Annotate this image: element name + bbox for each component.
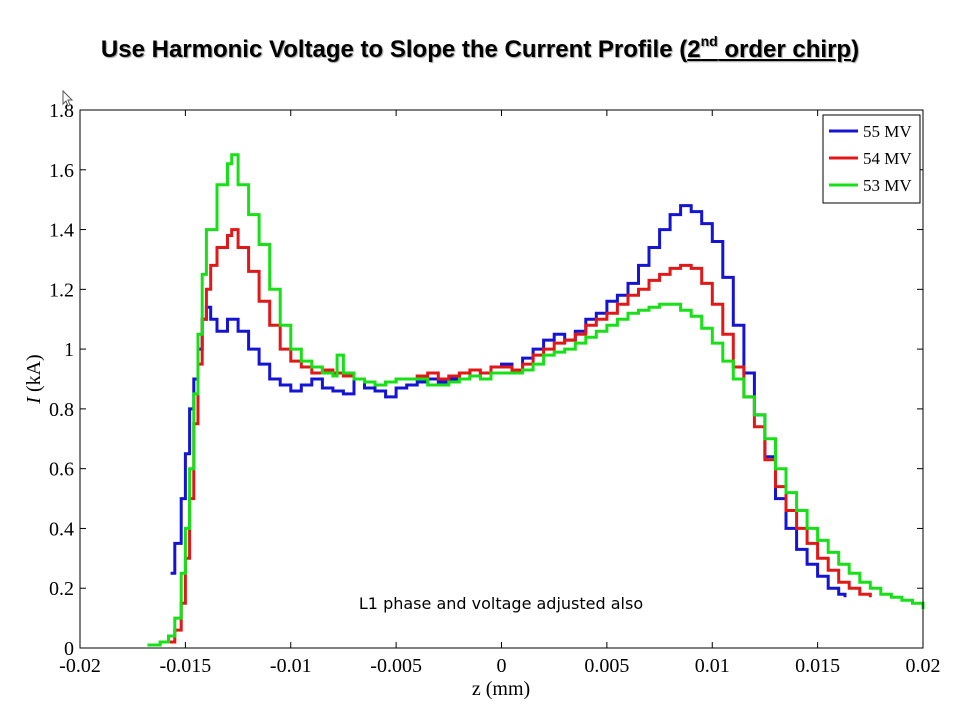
y-axis-label-symbol: I: [23, 396, 45, 405]
y-tick-label: 0: [64, 638, 74, 660]
ticks-layer: -0.02 -0.015 -0.01 -0.005 0 0.005 0.01 0.015 0.0…: [49, 100, 941, 677]
title-main: Use Harmonic Voltage to Slope the Curren…: [100, 36, 688, 63]
y-tick-label: 1.2: [49, 279, 74, 301]
y-tick-label: 0.2: [49, 578, 74, 600]
x-tick-label: 0.005: [584, 655, 629, 677]
legend-label-3: 53 MV: [863, 176, 912, 195]
title-superscript: nd: [700, 33, 718, 49]
series-layer: [147, 153, 925, 647]
title-close: ): [851, 36, 860, 63]
title-underlined-rest: order chirp: [717, 36, 852, 63]
y-tick-label: 1: [64, 339, 74, 361]
x-tick-label: 0.015: [795, 655, 840, 677]
series-line-3: [147, 153, 925, 647]
title-underlined-part: 2: [687, 36, 701, 63]
x-tick-label: 0.01: [695, 655, 730, 677]
x-tick-label: -0.015: [160, 655, 212, 677]
x-tick-label: -0.01: [270, 655, 312, 677]
y-tick-label: 0.6: [49, 459, 74, 481]
legend: 55 MV 54 MV 53 MV: [822, 114, 921, 204]
y-tick-label: 1.4: [49, 220, 74, 242]
x-tick-label: 0: [497, 655, 507, 677]
y-tick-label: 1.8: [49, 100, 74, 122]
cursor-icon: [62, 89, 74, 107]
x-tick-label: -0.005: [370, 655, 422, 677]
x-tick-label: -0.02: [59, 655, 101, 677]
series-line-1: [170, 204, 847, 598]
page-title: Use Harmonic Voltage to Slope the Curren…: [0, 33, 960, 64]
y-tick-label: 0.8: [49, 399, 74, 421]
title-underlined: 2nd order chirp: [687, 33, 852, 63]
annotation-text: L1 phase and voltage adjusted also: [359, 594, 643, 613]
y-tick-label: 0.4: [49, 518, 74, 540]
x-axis-label: z (mm): [472, 678, 530, 700]
x-tick-label: 0.02: [906, 655, 941, 677]
legend-label-1: 55 MV: [863, 122, 912, 141]
legend-label-2: 54 MV: [863, 149, 912, 168]
plot-frame: [79, 109, 924, 649]
y-tick-label: 1.6: [49, 160, 74, 182]
y-axis-label: I (kA): [23, 354, 45, 404]
y-axis-label-unit: (kA): [23, 354, 45, 397]
